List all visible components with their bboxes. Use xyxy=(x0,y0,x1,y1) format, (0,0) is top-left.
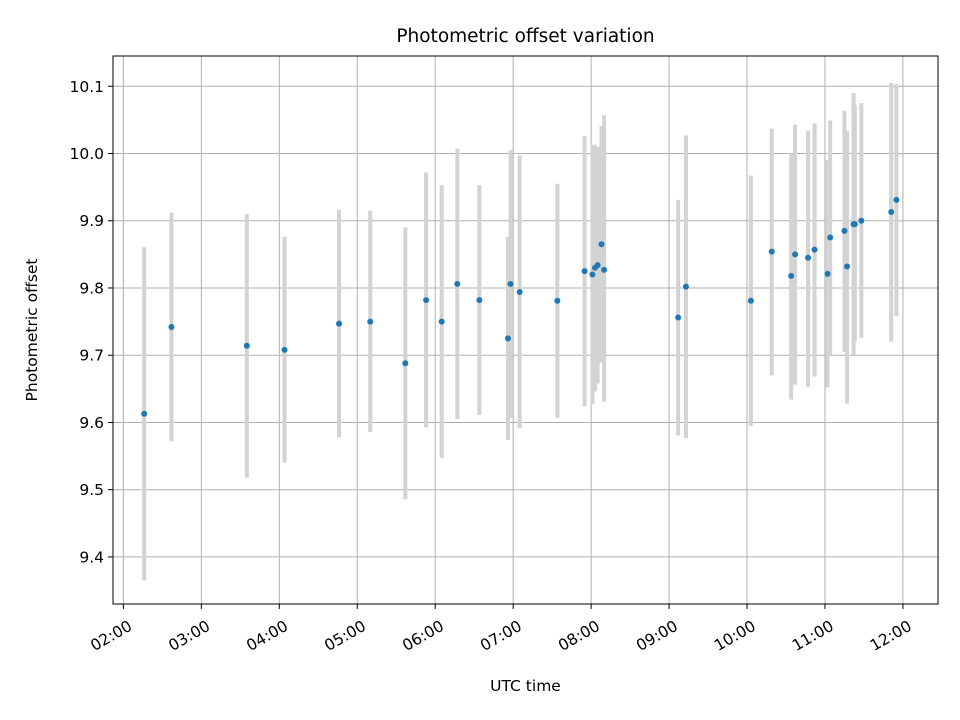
data-point xyxy=(141,410,148,417)
data-point xyxy=(827,234,834,241)
data-point xyxy=(682,283,689,290)
data-point xyxy=(858,217,865,224)
y-tick-label: 10.0 xyxy=(69,145,104,163)
y-tick-label: 9.9 xyxy=(79,212,104,230)
y-tick-label: 9.6 xyxy=(79,414,104,432)
chart-title: Photometric offset variation xyxy=(396,26,654,47)
y-axis-ticks: 9.4 9.5 9.6 9.7 9.8 9.9 10.0 10.1 xyxy=(69,78,113,566)
data-point xyxy=(747,297,754,304)
data-point xyxy=(768,248,775,255)
grid-lines xyxy=(113,56,938,604)
data-point xyxy=(402,360,409,367)
data-point xyxy=(504,335,511,342)
plot-frame xyxy=(112,55,939,605)
data-point xyxy=(336,320,343,327)
data-point xyxy=(243,342,250,349)
data-point xyxy=(476,297,483,304)
data-point xyxy=(841,227,848,234)
data-point xyxy=(675,314,682,321)
y-tick-label: 9.5 xyxy=(79,481,104,499)
y-tick-label: 9.8 xyxy=(79,279,104,297)
y-tick-label: 9.4 xyxy=(79,548,104,566)
data-point xyxy=(367,318,374,325)
data-point xyxy=(805,254,812,261)
data-point xyxy=(423,297,430,304)
data-point xyxy=(601,266,608,273)
data-point xyxy=(589,271,596,278)
data-point xyxy=(516,289,523,296)
data-point xyxy=(893,196,900,203)
data-point xyxy=(824,270,831,277)
data-point xyxy=(594,262,601,269)
y-tick-label: 10.1 xyxy=(69,78,104,96)
data-point xyxy=(507,280,514,287)
data-point xyxy=(581,268,588,275)
data-point xyxy=(851,221,858,228)
data-point xyxy=(438,318,445,325)
data-points xyxy=(141,196,900,417)
y-tick-label: 9.7 xyxy=(79,347,104,365)
data-point xyxy=(792,251,799,258)
data-point xyxy=(554,297,561,304)
data-point xyxy=(598,241,605,248)
data-point xyxy=(281,346,288,353)
data-point xyxy=(454,280,461,287)
data-point xyxy=(888,208,895,215)
data-point xyxy=(168,323,175,330)
x-axis-label: UTC time xyxy=(490,677,561,695)
data-point xyxy=(844,263,851,270)
y-axis-label: Photometric offset xyxy=(23,259,41,402)
data-point xyxy=(788,272,795,279)
data-point xyxy=(811,246,818,253)
